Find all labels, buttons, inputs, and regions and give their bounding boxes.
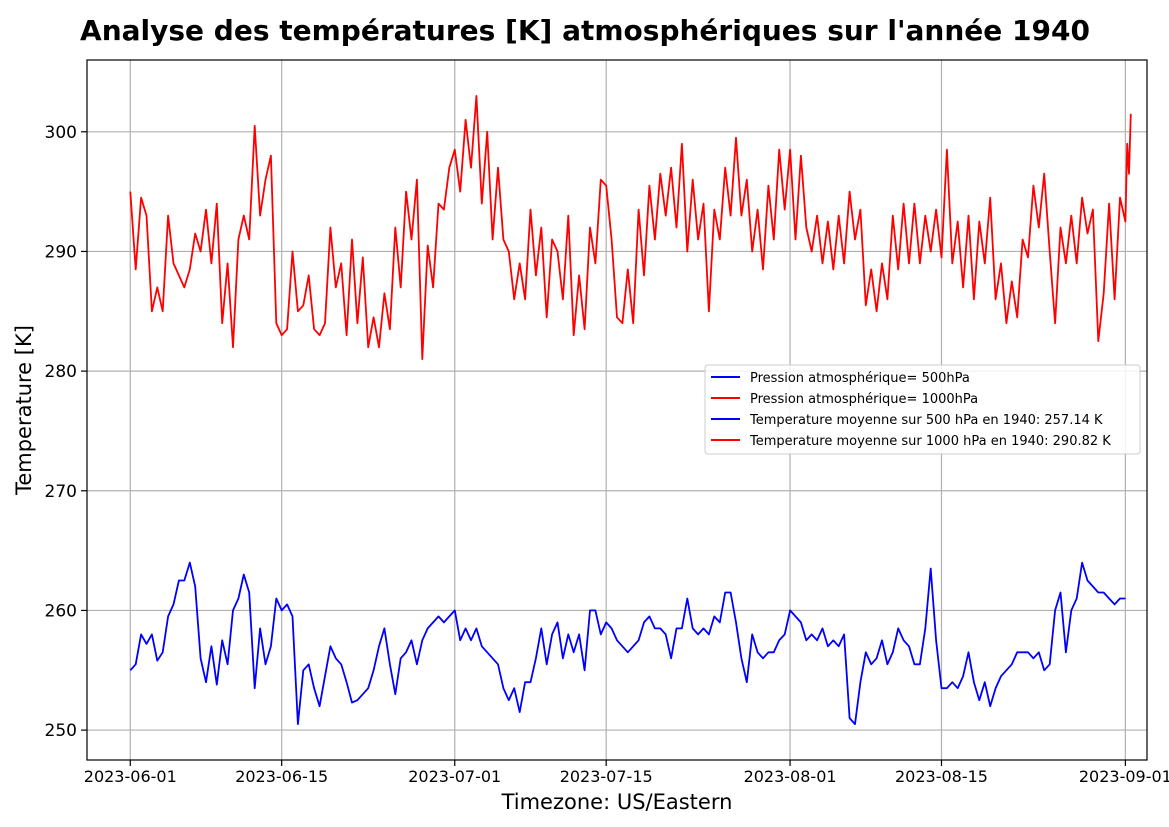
x-tick-label: 2023-08-01	[744, 767, 837, 786]
x-tick-label: 2023-07-01	[408, 767, 501, 786]
legend-entry: Pression atmosphérique= 1000hPa	[750, 392, 978, 407]
legend-entry: Temperature moyenne sur 1000 hPa en 1940…	[749, 434, 1111, 449]
series-line-1000hpa	[129, 95, 1132, 360]
y-tick-label: 270	[45, 482, 77, 502]
y-axis-label: Temperature [K]	[12, 325, 36, 496]
chart-title: Analyse des températures [K] atmosphériq…	[80, 14, 1090, 47]
x-tick-label: 2023-09-01	[1079, 767, 1169, 786]
legend-entry: Temperature moyenne sur 500 hPa en 1940:…	[749, 413, 1103, 428]
y-tick-label: 280	[45, 362, 77, 382]
plot-frame	[86, 59, 1148, 761]
x-tick-label: 2023-07-15	[560, 767, 653, 786]
x-axis-label: Timezone: US/Eastern	[501, 790, 733, 814]
legend-box	[704, 364, 1141, 455]
series-line-500hpa	[129, 561, 1126, 725]
y-tick-label: 290	[45, 242, 77, 262]
x-tick-label: 2023-08-15	[895, 767, 988, 786]
series-lines	[129, 95, 1132, 725]
y-tick-label: 250	[45, 721, 77, 741]
x-tick-label: 2023-06-15	[235, 767, 328, 786]
legend-entry: Pression atmosphérique= 500hPa	[750, 371, 970, 386]
y-tick-label: 300	[45, 123, 77, 143]
axis-ticks: 2023-06-01 2023-06-15 2023-07-01 2023-07-15…	[45, 123, 1169, 786]
y-tick-label: 260	[45, 601, 77, 621]
legend: Pression atmosphérique= 500hPa Pression a…	[704, 364, 1141, 455]
x-tick-label: 2023-06-01	[84, 767, 177, 786]
